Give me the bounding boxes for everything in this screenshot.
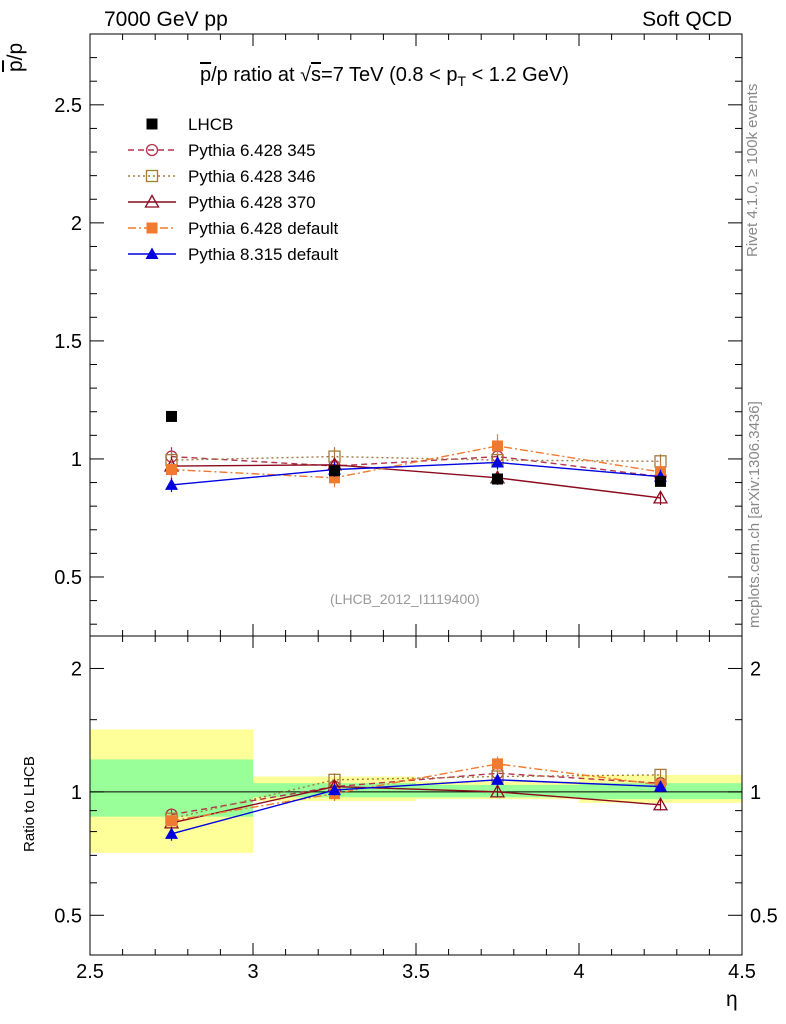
title-s: s	[311, 64, 322, 86]
y-tick-label-main: 1.5	[54, 331, 82, 353]
x-axis-label: η	[726, 988, 738, 1011]
band-green-0	[90, 759, 253, 817]
legend-marker	[145, 169, 159, 183]
data-point	[655, 475, 666, 487]
ylabel-pbar: p	[4, 60, 27, 72]
series-main-lhcb	[166, 410, 666, 487]
data-point	[328, 783, 341, 796]
data-point	[654, 780, 667, 792]
data-point	[166, 464, 177, 476]
series-line	[171, 455, 661, 463]
y-axis-label-ratio: Ratio to LHCB	[21, 756, 38, 852]
data-point	[166, 815, 177, 827]
title-sub-t: T	[457, 73, 467, 89]
series-main-pythia-6-428-370	[163, 456, 669, 505]
legend-label: Pythia 8.315 default	[188, 245, 339, 264]
data-point	[329, 465, 340, 477]
y-tick-label-ratio-right: 0.5	[750, 905, 778, 927]
series-line	[171, 779, 661, 835]
y-tick-label-main: 2	[71, 213, 82, 235]
ylabel-rest: /p	[4, 42, 27, 61]
legend-marker	[146, 118, 158, 130]
x-tick-label: 3.5	[402, 961, 430, 983]
legend-marker	[144, 194, 160, 208]
y-tick-label-ratio-left: 2	[71, 658, 82, 680]
data-point	[166, 410, 177, 422]
annotation-label: (LHCB_2012_I1119400)	[330, 591, 480, 607]
legend-entry-5: Pythia 8.315 default	[128, 245, 339, 264]
series-line	[171, 461, 661, 486]
legend-entry-1: Pythia 6.428 345	[128, 141, 316, 160]
data-point	[492, 440, 503, 452]
data-point	[165, 827, 178, 839]
data-point	[652, 490, 669, 504]
ratio-bands	[90, 729, 742, 853]
legend-label: Pythia 6.428 default	[188, 219, 339, 238]
y-tick-label-ratio-left: 0.5	[54, 905, 82, 927]
rivet-label: Rivet 4.1.0, ≥ 100k events	[744, 83, 761, 257]
data-point	[491, 455, 504, 468]
series-line	[171, 772, 661, 816]
data-point	[489, 784, 506, 798]
x-tick-label: 4.5	[728, 961, 756, 983]
plot-frames	[89, 33, 743, 956]
series-line	[171, 785, 661, 824]
series-line	[171, 763, 661, 822]
legend-entry-4: Pythia 6.428 default	[128, 219, 339, 238]
data-point	[492, 758, 503, 770]
data-point	[492, 473, 503, 485]
series-line	[171, 464, 661, 499]
main-title: p/p ratio at √s=7 TeV (0.8 < pT < 1.2 Ge…	[0, 64, 630, 89]
data-point	[165, 478, 178, 490]
header-left: 7000 GeV pp	[104, 8, 228, 31]
y-tick-label-ratio-right: 1	[750, 782, 761, 804]
data-series	[163, 410, 669, 841]
y-tick-label-main: 2.5	[54, 95, 82, 117]
legend: LHCB Pythia 6.428 345 Pythia 6.428 346 Pyth…	[128, 115, 339, 264]
legend-entry-0: LHCB	[146, 115, 233, 134]
title-text-c: < 1.2 GeV)	[466, 64, 569, 86]
legend-label: Pythia 6.428 346	[188, 167, 316, 186]
x-tick-label: 3	[247, 961, 258, 983]
data-point	[491, 773, 504, 785]
y-tick-label-ratio-left: 1	[71, 782, 82, 804]
x-tick-label: 4	[573, 961, 584, 983]
x-tick-label: 2.5	[76, 961, 104, 983]
legend-marker	[145, 143, 159, 157]
legend-marker	[146, 222, 158, 234]
legend-label: Pythia 6.428 370	[188, 193, 316, 212]
title-text-b: =7 TeV (0.8 < p	[321, 64, 458, 86]
y-tick-label-main: 1	[71, 449, 82, 471]
title-pbar: p	[200, 64, 212, 86]
y-tick-label-ratio-right: 2	[750, 658, 761, 680]
series-ratio-pythia-8-315-default	[165, 773, 667, 841]
legend-entry-3: Pythia 6.428 370	[128, 193, 316, 212]
mcplots-label: mcplots.cern.ch [arXiv:1306.3436]	[746, 401, 763, 628]
header-right: Soft QCD	[642, 8, 732, 31]
legend-label: Pythia 6.428 345	[188, 141, 316, 160]
series-line	[171, 445, 661, 479]
axes-labels: 2.5 3 3.5 4 4.5 0.5 1 1.5 2 2.5 0.5 0.5 1 1 2 2	[54, 95, 778, 983]
data-point	[652, 796, 669, 811]
title-sqrt: √	[300, 64, 312, 86]
title-text-a: /p ratio at	[211, 64, 301, 86]
y-axis-label-main: p/p	[4, 43, 28, 72]
legend-entry-2: Pythia 6.428 346	[128, 167, 316, 186]
legend-label: LHCB	[188, 115, 233, 134]
y-tick-label-main: 0.5	[54, 567, 82, 589]
legend-marker	[145, 247, 159, 259]
data-point	[329, 472, 340, 484]
